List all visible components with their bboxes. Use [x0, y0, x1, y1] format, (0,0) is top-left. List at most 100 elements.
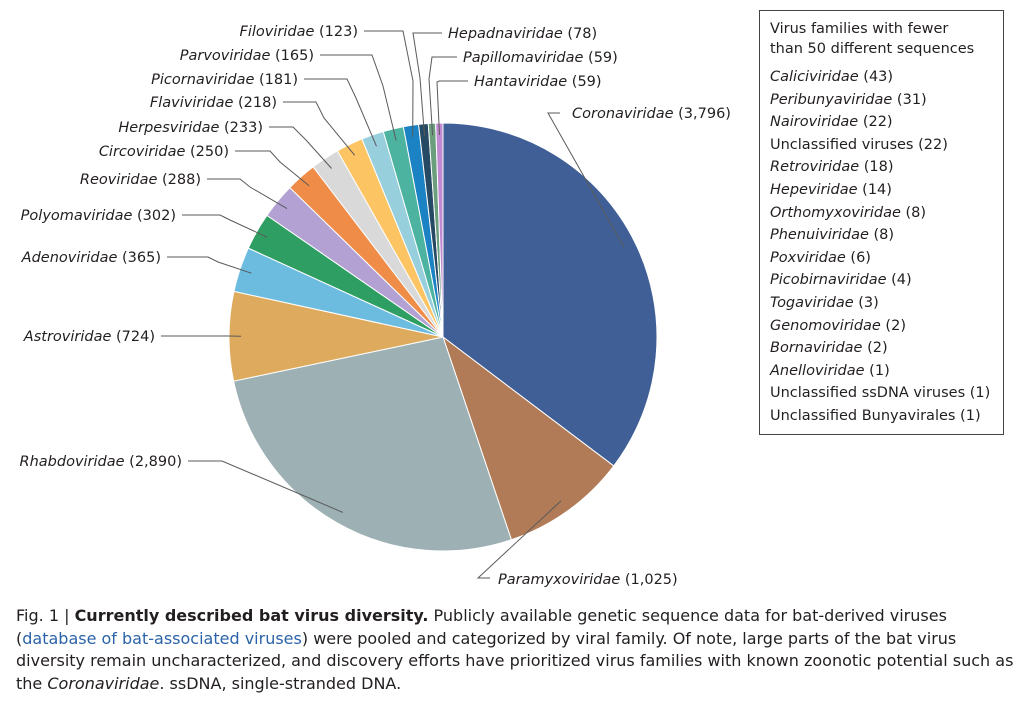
leader-line [269, 126, 332, 169]
slice-label: Hantaviridae (59) [474, 74, 602, 90]
slice-label: Polyomaviridae (302) [21, 208, 176, 224]
caption-text-3: . ssDNA, single-stranded DNA. [159, 673, 402, 693]
slice-label: Coronaviridae (3,796) [572, 106, 731, 122]
slice-label: Circoviridae (250) [99, 144, 229, 160]
pie-slice-rhabdoviridae [233, 336, 513, 552]
leader-line [283, 101, 356, 156]
slice-label-name: Picornaviridae [151, 72, 254, 88]
leader-line [476, 500, 562, 579]
slice-label: Herpesviridae (233) [118, 120, 263, 136]
small-family-name: Caliciviridae [770, 69, 859, 85]
leader-line [547, 112, 625, 248]
caption-text-1: Publicly available genetic sequence data… [433, 606, 947, 625]
caption-text-2: ) were pooled and categorized by viral f… [16, 628, 1014, 693]
small-family-count: (1) [864, 362, 890, 379]
small-family-count: (1) [955, 407, 981, 424]
small-family-name: Genomoviridae [770, 317, 881, 334]
slice-label-name: Astroviridae [23, 329, 112, 345]
small-family-count: (22) [858, 114, 893, 131]
slice-label-value: (3,796) [674, 106, 731, 122]
small-family-item: Bornaviridae (2) [770, 337, 993, 360]
small-family-count: (22) [913, 136, 948, 153]
small-family-name: Poxviridae [770, 249, 846, 266]
small-family-name: Unclassified viruses [770, 136, 914, 153]
slice-label-name: Adenoviridae [21, 250, 118, 266]
slice-label-value: (59) [583, 50, 617, 66]
slice-label-value: (59) [567, 74, 601, 90]
small-family-count: (8) [868, 227, 895, 244]
small-families-title-line2: than 50 different sequences [770, 41, 975, 57]
slice-label-name: Paramyxoviridae [498, 572, 620, 588]
slice-label: Adenoviridae (365) [21, 250, 161, 266]
small-family-item: Picobirnaviridae (4) [770, 269, 993, 292]
leader-line [167, 256, 252, 274]
slice-label-value: (181) [254, 72, 298, 88]
slice-label: Hepadnaviridae (78) [448, 26, 597, 42]
slice-label-value: (1,025) [620, 572, 677, 588]
small-family-name: Hepeviridae [770, 181, 858, 198]
pie-chart: Coronaviridae (3,796) Paramyxoviridae (1,… [20, 24, 731, 588]
small-family-count: (2) [880, 317, 906, 334]
small-family-item: Peribunyaviridae (31) [770, 89, 993, 112]
slice-label-name: Polyomaviridae [21, 208, 133, 224]
slice-label: Parvoviridae (165) [180, 48, 314, 64]
database-link[interactable]: database of bat-associated viruses [22, 628, 302, 648]
small-family-name: Peribunyaviridae [770, 91, 893, 108]
caption-title: Currently described bat virus diversity. [74, 606, 429, 625]
figure-caption: Fig. 1 | Currently described bat virus d… [16, 605, 1016, 695]
slice-label-name: Reoviridae [80, 172, 158, 188]
slice-label: Astroviridae (724) [23, 329, 155, 345]
slice-label-name: Hantaviridae [474, 74, 567, 90]
small-family-item: Caliciviridae (43) [770, 66, 993, 89]
leader-line [320, 54, 397, 141]
slice-label-name: Filoviridae [240, 24, 315, 40]
slice-label-value: (302) [132, 208, 176, 224]
small-family-item: Togaviridae (3) [770, 292, 993, 315]
small-family-item: Anelloviridae (1) [770, 360, 993, 383]
small-families-title: Virus families with fewer than 50 differ… [770, 19, 993, 59]
leader-line [304, 78, 377, 147]
small-family-name: Anelloviridae [770, 362, 865, 379]
small-family-item: Unclassified viruses (22) [770, 134, 993, 157]
small-family-item: Hepeviridae (14) [770, 179, 993, 202]
slice-label-name: Flaviviridae [150, 95, 234, 111]
small-family-count: (14) [857, 181, 892, 198]
small-family-count: (43) [858, 69, 894, 85]
small-family-count: (3) [853, 294, 879, 311]
slice-label: Paramyxoviridae (1,025) [498, 572, 678, 588]
slice-labels: Coronaviridae (3,796) Paramyxoviridae (1,… [20, 24, 731, 588]
leader-line [364, 30, 414, 138]
pie-slice-coronaviridae [442, 122, 658, 467]
slice-label: Filoviridae (123) [240, 24, 359, 40]
leader-line [428, 56, 457, 136]
leader-line [412, 32, 442, 136]
small-family-name: Unclassified ssDNA viruses [770, 385, 966, 402]
leader-line [235, 150, 310, 187]
slice-label-value: (365) [117, 250, 161, 266]
small-family-name: Retroviridae [770, 159, 860, 176]
small-family-item: Orthomyxoviridae (8) [770, 202, 993, 225]
small-family-name: Unclassified Bunyavirales [770, 407, 956, 424]
small-family-count: (4) [886, 272, 912, 289]
slice-label-value: (288) [157, 172, 201, 188]
small-family-name: Phenuiviridae [770, 227, 869, 244]
slice-label-name: Hepadnaviridae [448, 26, 563, 42]
slice-label-name: Parvoviridae [180, 48, 271, 64]
small-family-item: Poxviridae (6) [770, 247, 993, 270]
small-family-item: Genomoviridae (2) [770, 315, 993, 338]
slice-label: Rhabdoviridae (2,890) [20, 454, 182, 470]
slice-label-name: Circoviridae [99, 144, 186, 160]
slice-label-name: Papillomaviridae [463, 50, 583, 66]
slice-label-value: (2,890) [125, 454, 182, 470]
pie-slice-paramyxoviridae [442, 335, 615, 541]
small-family-name: Nairoviridae [770, 114, 859, 131]
slice-label-value: (165) [270, 48, 314, 64]
small-family-count: (6) [845, 249, 871, 266]
slice-label-name: Rhabdoviridae [20, 454, 125, 470]
small-families-title-line1: Virus families with fewer [770, 21, 949, 37]
leader-lines [161, 30, 625, 579]
slice-label: Reoviridae (288) [80, 172, 201, 188]
small-family-count: (2) [862, 340, 888, 357]
small-families-list: Caliciviridae (43) Peribunyaviridae (31) N… [770, 66, 993, 428]
small-family-name: Picobirnaviridae [770, 272, 887, 289]
